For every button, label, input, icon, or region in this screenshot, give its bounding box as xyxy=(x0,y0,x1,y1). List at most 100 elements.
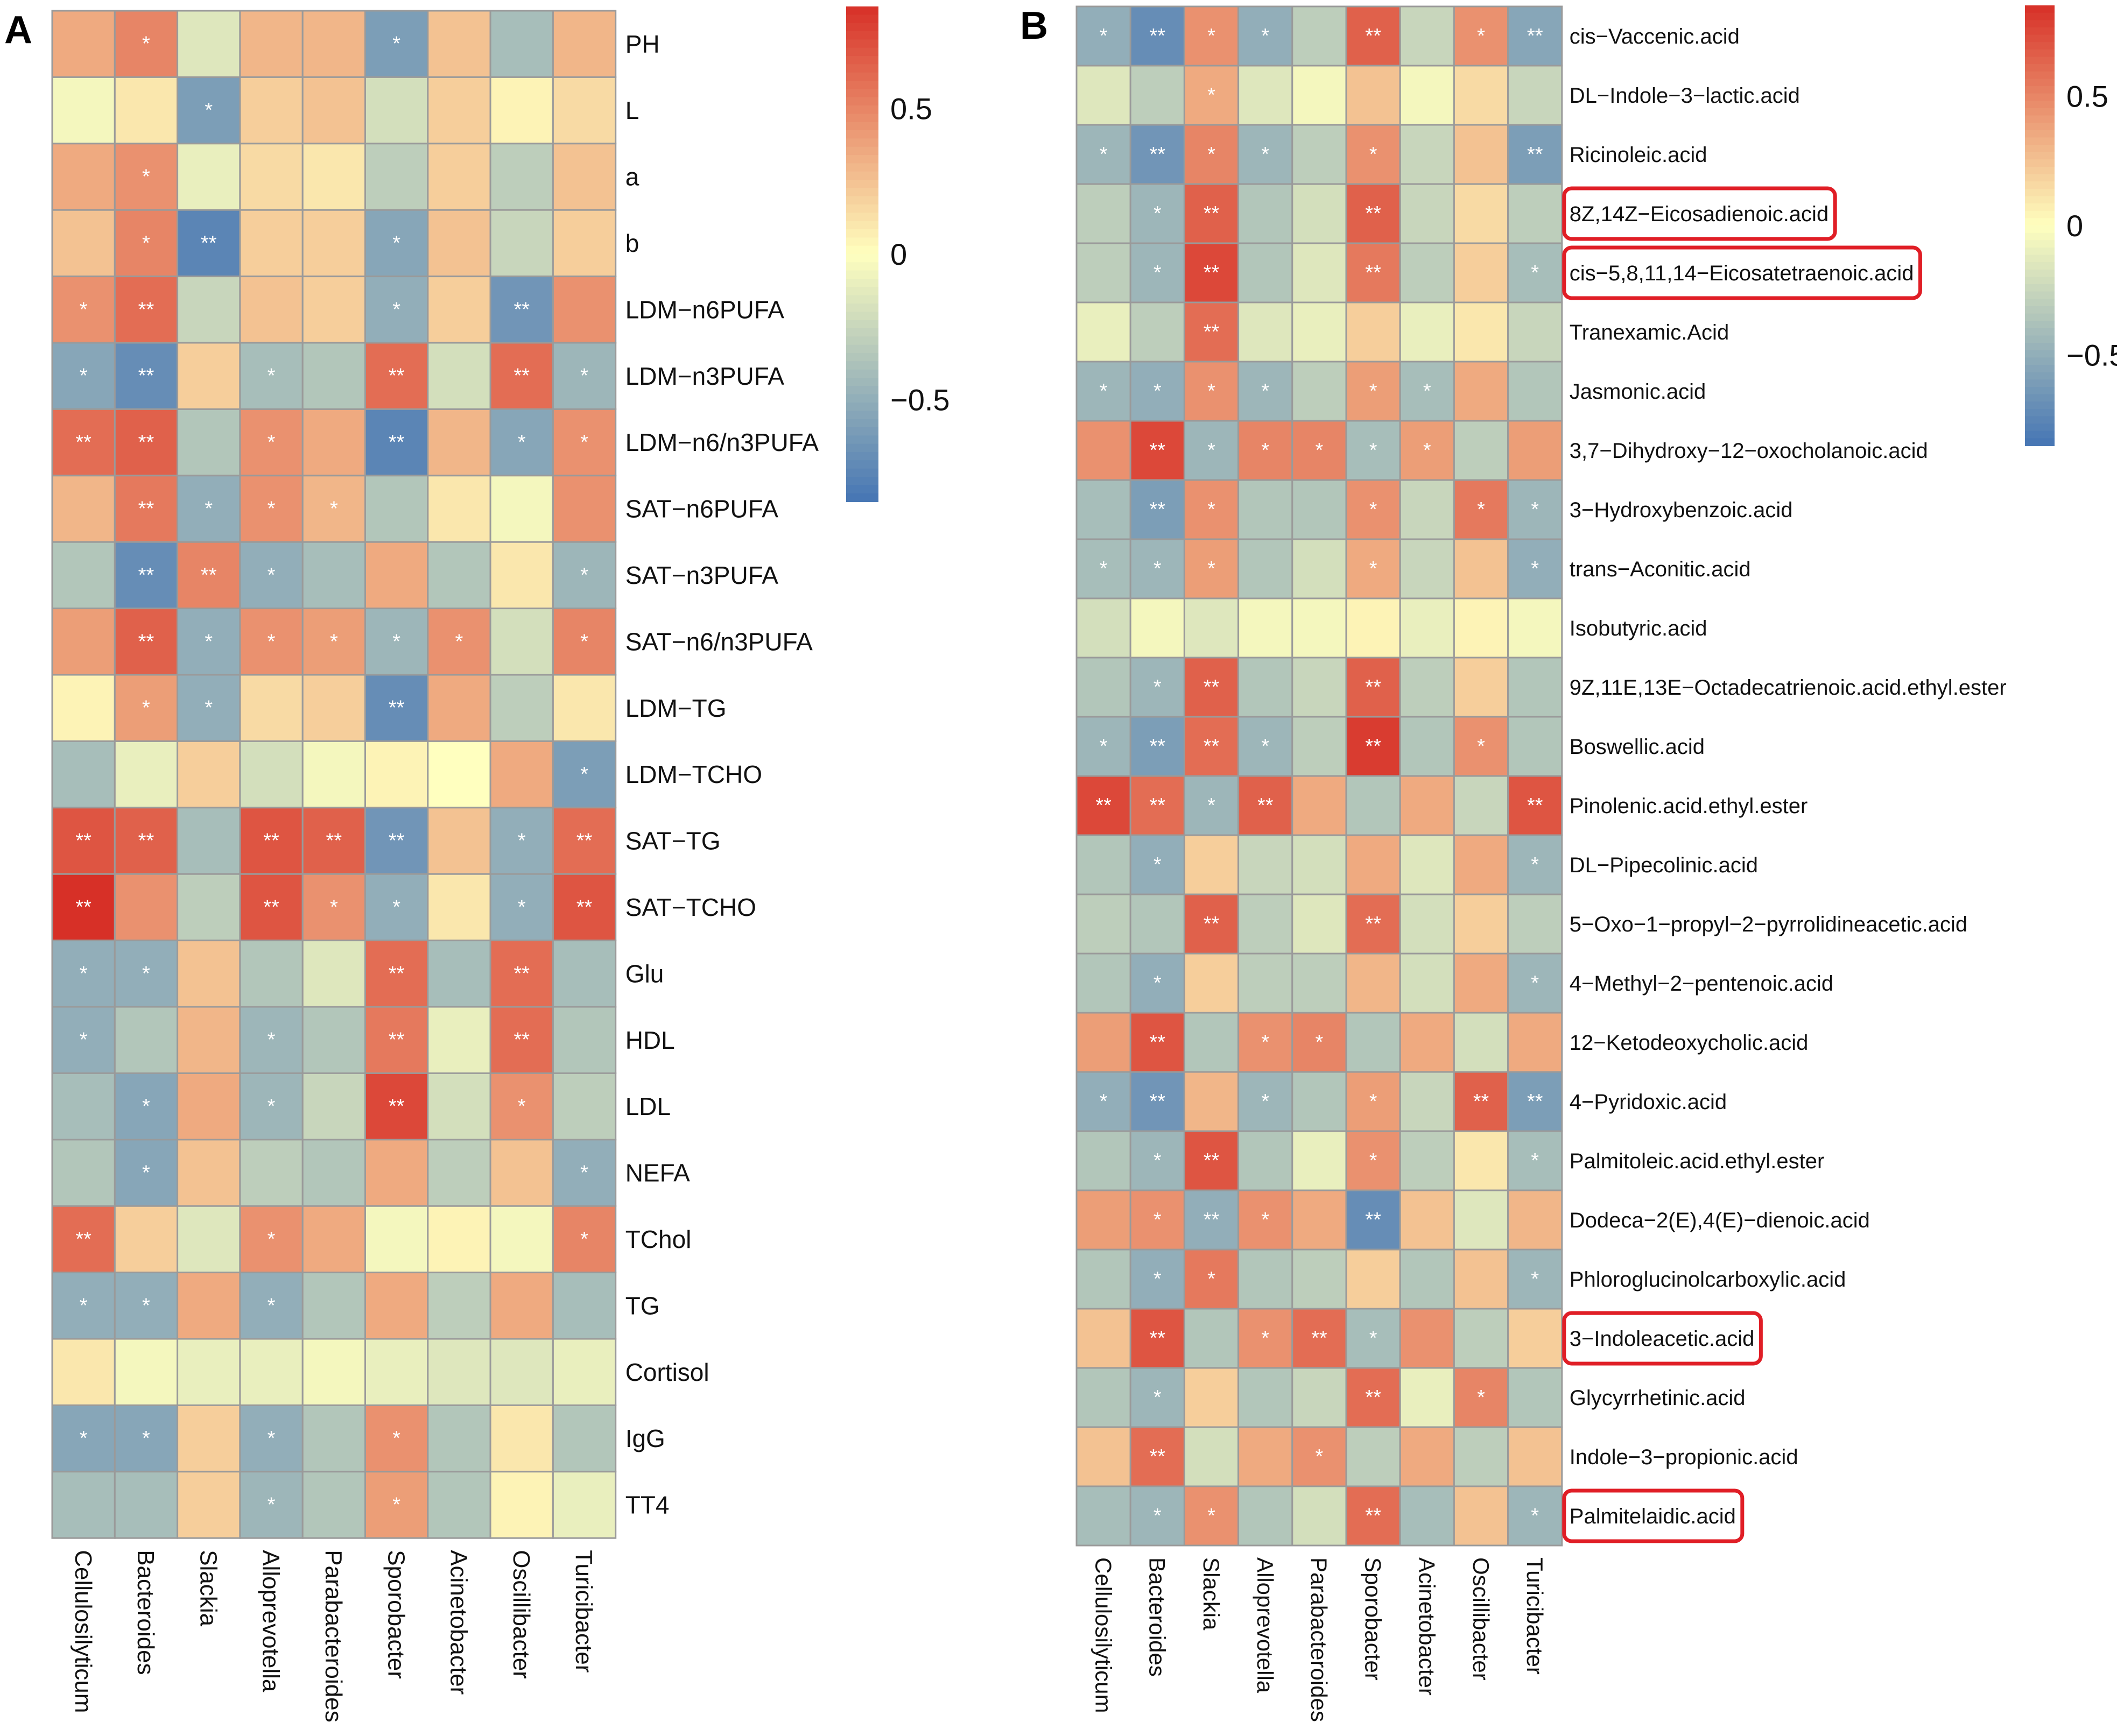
row-label: DL−Indole−3−lactic.acid xyxy=(1570,84,1800,108)
significance-mark: * xyxy=(1531,498,1539,521)
significance-mark: * xyxy=(1207,1505,1215,1527)
highlight-box xyxy=(1562,1311,1763,1366)
significance-mark: * xyxy=(455,630,463,653)
significance-mark: * xyxy=(330,498,338,520)
heatmap-cell xyxy=(1291,242,1347,304)
heatmap-cell xyxy=(1075,1130,1131,1191)
legend-swatch xyxy=(2025,108,2055,116)
heatmap-cell xyxy=(1291,479,1347,540)
significance-mark: * xyxy=(1531,1505,1539,1527)
heatmap-cell xyxy=(1291,1308,1347,1369)
row-label: LDL xyxy=(625,1092,671,1120)
heatmap-cell xyxy=(1075,1367,1131,1428)
highlight-box xyxy=(1562,186,1837,241)
significance-mark: * xyxy=(1154,202,1162,225)
heatmap-cell xyxy=(1399,1367,1455,1428)
heatmap-cell xyxy=(364,1338,429,1406)
heatmap-cell xyxy=(1291,1071,1347,1132)
significance-mark: * xyxy=(80,298,88,321)
heatmap-cell xyxy=(489,940,554,1008)
heatmap-cell xyxy=(1399,124,1455,185)
row-label: 4−Methyl−2−pentenoic.acid xyxy=(1570,972,1833,996)
heatmap-cell xyxy=(427,342,491,410)
heatmap-cell xyxy=(1453,301,1509,363)
row-label: Glycyrrhetinic.acid xyxy=(1570,1386,1746,1410)
heatmap-cell xyxy=(114,1006,179,1074)
legend-swatch xyxy=(846,47,878,57)
legend-swatch xyxy=(846,221,878,230)
heatmap-cell xyxy=(427,1072,491,1141)
significance-mark: ** xyxy=(1204,1149,1220,1172)
heatmap-cell xyxy=(1129,420,1185,481)
significance-mark: ** xyxy=(1257,794,1274,817)
heatmap-cell xyxy=(364,1139,429,1207)
significance-mark: * xyxy=(1316,1445,1324,1468)
significance-mark: * xyxy=(392,33,400,55)
highlight-box xyxy=(1562,245,1922,300)
legend-swatch xyxy=(2025,159,2055,167)
heatmap-cell xyxy=(114,76,179,145)
heatmap-cell xyxy=(1237,5,1293,67)
heatmap-cell xyxy=(1183,597,1240,659)
heatmap-cell xyxy=(364,10,429,78)
significance-mark: * xyxy=(1154,853,1162,876)
heatmap-cell xyxy=(239,1404,304,1473)
row-label: LDM−n6PUFA xyxy=(625,295,785,323)
legend-swatch xyxy=(846,419,878,428)
heatmap-cell xyxy=(1183,1485,1240,1547)
heatmap-cell xyxy=(51,209,116,278)
heatmap-cell xyxy=(427,940,491,1008)
panel-label: A xyxy=(4,9,32,52)
heatmap-cell xyxy=(1399,1248,1455,1310)
legend-swatch xyxy=(2025,123,2055,131)
legend-swatch xyxy=(846,403,878,412)
heatmap-cell xyxy=(1507,1367,1563,1428)
heatmap-cell xyxy=(1075,1248,1131,1310)
heatmap-cell xyxy=(427,807,491,875)
heatmap-cell xyxy=(489,1471,554,1539)
heatmap-cell xyxy=(489,342,554,410)
significance-mark: * xyxy=(142,1095,150,1118)
significance-mark: * xyxy=(1531,1149,1539,1172)
significance-mark: ** xyxy=(326,830,342,852)
heatmap-cell xyxy=(1453,183,1509,244)
heatmap-cell xyxy=(1345,1189,1401,1251)
row-label: Phloroglucinolcarboxylic.acid xyxy=(1570,1268,1846,1292)
row-label: 3,7−Dihydroxy−12−oxocholanoic.acid xyxy=(1570,439,1928,463)
significance-mark: ** xyxy=(1150,735,1166,758)
significance-mark: * xyxy=(1154,262,1162,284)
heatmap-cell xyxy=(177,1272,241,1340)
significance-mark: ** xyxy=(1150,498,1166,521)
significance-mark: * xyxy=(268,1294,276,1317)
heatmap-cell xyxy=(364,541,429,610)
heatmap-cell xyxy=(177,1205,241,1274)
significance-mark: ** xyxy=(138,830,154,852)
heatmap-cell xyxy=(1129,1426,1185,1487)
legend-swatch xyxy=(846,122,878,131)
legend-swatch xyxy=(2025,71,2055,80)
heatmap-cell xyxy=(1075,5,1131,67)
legend-swatch xyxy=(846,262,878,271)
legend-swatch xyxy=(2025,115,2055,124)
heatmap-cell xyxy=(301,674,367,742)
legend-swatch xyxy=(2025,328,2055,336)
legend-tick-label: 0.5 xyxy=(890,91,932,125)
legend-swatch xyxy=(2025,424,2055,432)
heatmap-cell xyxy=(1345,952,1401,1014)
row-label: a xyxy=(625,163,639,191)
significance-mark: ** xyxy=(514,1029,530,1052)
significance-mark: ** xyxy=(138,630,154,653)
row-label: Cortisol xyxy=(625,1358,709,1386)
heatmap-cell xyxy=(552,342,617,410)
heatmap-cell xyxy=(1075,1485,1131,1547)
legend-swatch xyxy=(846,15,878,24)
heatmap-cell xyxy=(1399,893,1455,955)
heatmap-cell xyxy=(1507,657,1563,718)
heatmap-cell xyxy=(1129,301,1185,363)
heatmap-cell xyxy=(51,940,116,1008)
heatmap-cell xyxy=(1291,5,1347,67)
significance-mark: * xyxy=(142,962,150,985)
legend-swatch xyxy=(2025,86,2055,94)
legend-swatch xyxy=(2025,232,2055,241)
heatmap-cell xyxy=(114,1471,179,1539)
